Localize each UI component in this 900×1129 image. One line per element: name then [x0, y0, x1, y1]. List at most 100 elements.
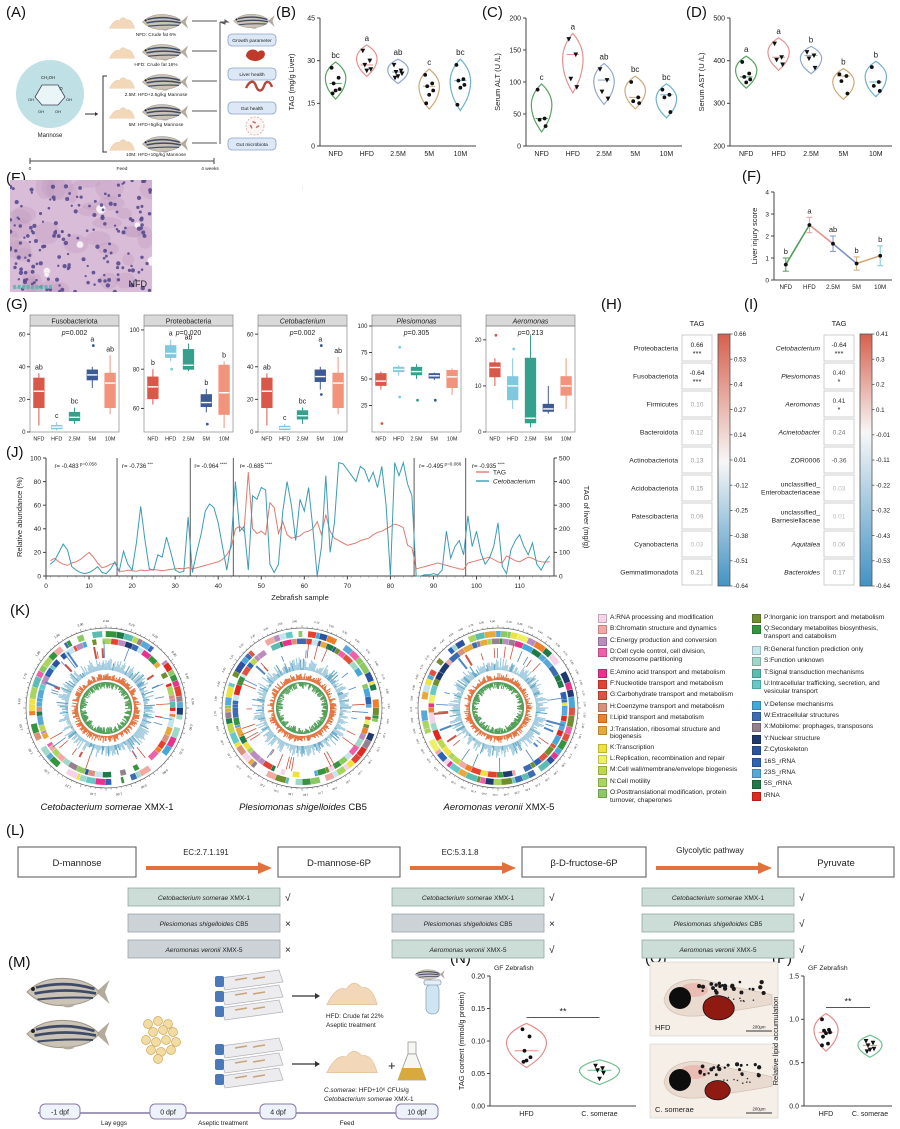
- svg-text:1.30: 1.30: [43, 768, 50, 775]
- csomerae-strain-note: Cetobacterium somerae XMX-1: [324, 1096, 414, 1103]
- legend-text: Q:Secondary metabolites biosynthesis, tr…: [764, 625, 878, 641]
- svg-text:0.70: 0.70: [380, 674, 386, 681]
- legend-item: tRNA: [752, 791, 898, 801]
- corr-value: 0.06: [833, 541, 846, 548]
- row-label: Plesiomonas: [781, 373, 821, 380]
- svg-text:3: 3: [765, 211, 769, 218]
- x-tick-label: 2.5M: [525, 437, 537, 443]
- legend-text: N:Cell motility: [610, 777, 651, 785]
- timepoint: 10 dpf: [407, 1110, 427, 1117]
- image-label: NFD: [129, 279, 148, 289]
- x-tick-label: 2.5M: [826, 284, 840, 291]
- box-title: Cetobacterium: [280, 318, 326, 325]
- chart-proteobacteria-box: Proteobacteria p=0.020 60 80 100 b NFD a HFD ab 2.…: [129, 314, 234, 443]
- svg-text:3.50: 3.50: [277, 621, 283, 626]
- sig-letter: b: [151, 360, 155, 367]
- svg-text:20: 20: [128, 583, 136, 590]
- svg-text:30: 30: [172, 583, 180, 590]
- panel-label-h: (H): [601, 296, 622, 313]
- legend-item: F:Nucleotide transport and metabolism: [598, 680, 744, 690]
- eggs-icon: [141, 1016, 181, 1064]
- svg-text:60: 60: [19, 332, 26, 338]
- svg-text:1.80: 1.80: [35, 650, 42, 657]
- histology-image-2.5M: 2.5M: [289, 173, 453, 301]
- colorbar-tick: 0.66: [734, 331, 747, 338]
- svg-text:0.50: 0.50: [191, 698, 195, 705]
- x-tick-label: NFD: [328, 151, 342, 158]
- legend-swatch: [752, 700, 761, 710]
- sig-letter: ab: [185, 335, 193, 342]
- svg-text:2.90: 2.90: [450, 779, 457, 785]
- violin-5M: [418, 68, 441, 111]
- svg-text:15: 15: [307, 101, 315, 108]
- legend-swatch: [598, 754, 607, 764]
- x-tick-label: 5M: [545, 437, 553, 443]
- p-value: p=0.305: [403, 330, 430, 337]
- x-tick-label: 5M: [424, 151, 434, 158]
- svg-text:4.90: 4.90: [490, 619, 496, 623]
- y-axis-label: Serum ALT (U /L): [493, 53, 502, 111]
- legend-text: T:Signal transduction mechanisms: [764, 668, 865, 676]
- row-label: Bacteroides: [784, 569, 820, 576]
- feed-label: 5M: HFD+5g/kg Mannose: [129, 122, 184, 128]
- svg-text:1.90: 1.90: [287, 792, 293, 797]
- sig-stars: **: [559, 1006, 567, 1016]
- svg-text:1.10: 1.10: [89, 792, 96, 797]
- image-label: C. somerae: [655, 1105, 694, 1114]
- box-title: Plesiomonas: [396, 318, 437, 325]
- box-NFD: [489, 362, 501, 378]
- svg-text:0: 0: [37, 573, 41, 580]
- sig-letter: b: [841, 58, 846, 67]
- x-tick-label: 10M: [105, 437, 116, 443]
- x-tick-label: NFD: [261, 437, 272, 443]
- violin-10M: [449, 58, 472, 112]
- colorbar-tick: 0.2: [876, 382, 885, 389]
- circos-plesiomonas: 0.10 0.20 0.30 0.40 0.500.60 0.70 0.80 0.90 1.00…: [213, 619, 391, 797]
- dpf-timeline: -1 dpf 0 dpf 4 dpf 10 dpf Lay eggs Asept…: [38, 1103, 439, 1127]
- chart-aeromonas-box: Aeromonas p=0.213 0 10 20 NFD HFD 2.5M 5M 10M: [475, 314, 576, 443]
- heatmap-header: TAG: [690, 319, 705, 328]
- strain-box: [641, 913, 795, 933]
- x-tick-label: 5M: [852, 284, 861, 291]
- legend-item: G:Carbohydrate transport and metabolism: [598, 691, 744, 701]
- corr-value: 0.03: [833, 485, 846, 492]
- feed-pile-icon: [109, 17, 135, 29]
- output-label: Gut health: [241, 106, 264, 112]
- row-label: Actinobacteriota: [629, 457, 678, 464]
- svg-text:60: 60: [247, 332, 254, 338]
- x-tick-label: HFD: [165, 437, 176, 443]
- p-value: p=0.002: [61, 330, 88, 337]
- cog-legend-column: A:RNA processing and modification B:Chrom…: [598, 614, 744, 807]
- x-tick-label: 5M: [203, 437, 211, 443]
- legend-item: P:Inorganic ion transport and metabolism: [752, 614, 898, 623]
- svg-text:0.30: 0.30: [342, 629, 349, 635]
- svg-text:0.90: 0.90: [140, 783, 147, 789]
- svg-text:1.00: 1.00: [578, 679, 583, 686]
- output-box: [227, 101, 277, 115]
- svg-text:3.30: 3.30: [249, 633, 256, 639]
- adult-fish-icon: [25, 1018, 111, 1051]
- legend-item: 5S_rRNA: [752, 780, 898, 790]
- corr-annotation: r= -0.483 p=0.058: [54, 462, 97, 471]
- legend-text: A:RNA processing and modification: [610, 614, 714, 621]
- x-tick-label: NFD: [147, 437, 158, 443]
- svg-text:3.60: 3.60: [409, 717, 414, 723]
- x-tick-label: HFD: [803, 284, 816, 291]
- row-label: Enterobacteriaceae: [761, 489, 820, 496]
- row-label: ZOR0006: [791, 457, 821, 464]
- timepoint: 0 dpf: [160, 1110, 176, 1117]
- output-box: [227, 67, 277, 81]
- check-icon: √: [799, 892, 805, 904]
- box-NFD: [147, 376, 159, 400]
- timepoint: -1 dpf: [51, 1110, 69, 1117]
- corr-value: 0.03: [691, 541, 704, 548]
- output-boxes: Growth parameter Liver health Gut health Gu…: [227, 33, 277, 151]
- svg-text:200: 200: [713, 143, 725, 150]
- colorbar: [859, 333, 873, 587]
- x-tick-label: 2.5M: [411, 437, 423, 443]
- corr-value: 0.01: [833, 513, 846, 520]
- sig-letter: ab: [394, 48, 403, 57]
- legend-swatch: [752, 625, 761, 635]
- legend-item: Q:Secondary metabolites biosynthesis, tr…: [752, 625, 898, 641]
